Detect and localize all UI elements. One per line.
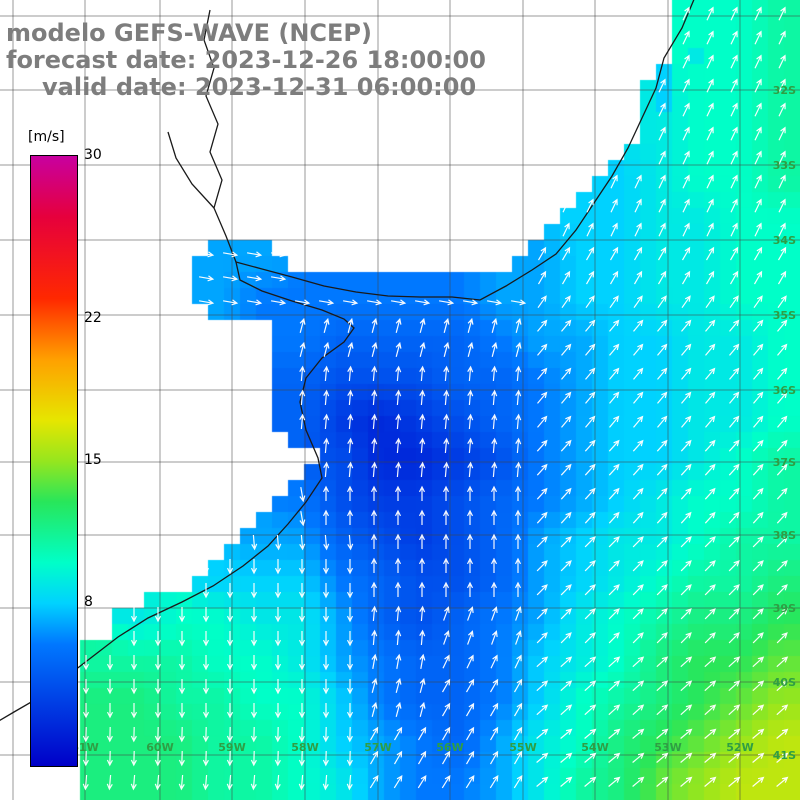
colorbar-tick-label: 15 — [84, 452, 102, 468]
wave-direction-arrows — [82, 6, 789, 791]
title-block: modelo GEFS-WAVE (NCEP) forecast date: 2… — [6, 20, 486, 101]
coastline-path — [167, 131, 215, 209]
colorbar-tick-label: 8 — [84, 594, 93, 611]
forecast-date-line: forecast date: 2023-12-26 18:00:00 — [6, 46, 486, 74]
model-title: modelo GEFS-WAVE (NCEP) — [6, 19, 372, 47]
colorbar — [30, 155, 78, 767]
wave-direction-arrow-paths — [82, 6, 789, 791]
colorbar-tick-label: 30 — [84, 147, 102, 163]
coastline — [0, 0, 695, 721]
coastline-path — [0, 0, 695, 721]
valid-date-line: valid date: 2023-12-31 06:00:00 — [42, 73, 477, 101]
colorbar-tick-label: 22 — [84, 309, 102, 326]
coastline-path — [203, 9, 237, 263]
colorbar-unit-label: [m/s] — [28, 129, 65, 145]
